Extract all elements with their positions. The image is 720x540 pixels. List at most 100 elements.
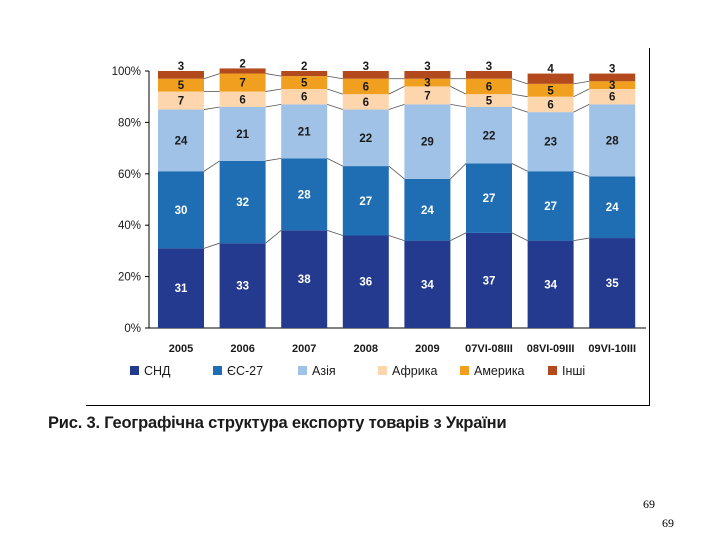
data-label: 23: [544, 137, 557, 149]
series-connector-line: [511, 78, 528, 85]
bar-segment-0-4: [404, 240, 451, 328]
bar-segment-5-3: [342, 71, 389, 79]
data-label: 33: [236, 281, 249, 293]
series-connector-line: [388, 165, 405, 180]
bar-segment-3-3: [342, 94, 389, 110]
x-tick-label: 2006: [230, 343, 254, 355]
bar-segment-4-5: [466, 78, 512, 95]
data-label: 29: [421, 137, 434, 149]
series-connector-line: [388, 86, 405, 95]
y-tick-label: 80%: [118, 117, 141, 129]
data-label: 5: [486, 96, 493, 108]
bar-segment-5-7: [589, 73, 636, 82]
bar-segment-4-7: [589, 81, 636, 89]
data-label: 3: [424, 78, 430, 90]
y-tick-label: 0%: [124, 323, 141, 335]
bar-segment-5-6: [527, 73, 574, 84]
data-label: 21: [298, 126, 311, 138]
bar-segment-2-0: [158, 109, 204, 172]
bar-segment-1-4: [404, 178, 451, 241]
series-connector-line: [327, 104, 343, 110]
data-label: 4: [547, 64, 554, 76]
data-label: 5: [547, 85, 554, 97]
chart-frame: 0% 20% 40% 60% 80% 100% 31 30 24 7 5 3 33 32 21 6 7 2 38 28…: [86, 48, 650, 406]
data-label: 24: [175, 135, 188, 147]
page-number-footer: 69: [662, 516, 674, 530]
series-connector-line: [573, 88, 590, 98]
bar-segment-5-5: [466, 71, 512, 79]
bar-segment-2-4: [404, 104, 451, 179]
data-label: 36: [359, 277, 372, 289]
data-label: 32: [236, 197, 249, 209]
bar-segment-4-1: [219, 73, 266, 92]
legend-label: Америка: [474, 364, 525, 378]
legend-label: Інші: [562, 364, 585, 378]
data-label: 7: [424, 90, 430, 102]
series-connector-line: [573, 170, 590, 177]
bar-segment-0-3: [342, 235, 389, 328]
series-connector-line: [573, 80, 590, 85]
data-label: 28: [606, 135, 619, 147]
y-tick-label: 100%: [112, 66, 141, 78]
y-tick-label: 60%: [118, 169, 141, 181]
stacked-bar-chart: 0%20%40%60%80%100%3130247533332216723828…: [112, 58, 646, 378]
series-connector-line: [511, 106, 528, 113]
legend-swatch: [298, 366, 307, 375]
legend-swatch: [130, 366, 139, 375]
series-connector-line: [388, 104, 405, 110]
bar-segment-4-0: [158, 78, 204, 92]
bar-segment-5-0: [158, 71, 204, 79]
bar-segment-1-2: [281, 158, 328, 231]
data-label: 34: [421, 279, 434, 291]
bar-segment-1-3: [342, 166, 389, 236]
data-label: 30: [175, 205, 188, 217]
data-label: 6: [486, 81, 492, 93]
bar-segment-0-0: [158, 248, 204, 328]
data-label: 22: [483, 130, 496, 142]
bar-segment-4-6: [527, 83, 574, 97]
series-connector-line: [265, 230, 282, 244]
bar-segment-1-0: [158, 171, 204, 249]
bar-segment-0-2: [281, 230, 328, 328]
data-label: 6: [547, 99, 553, 111]
series-connector-line: [265, 157, 282, 162]
legend-swatch: [460, 366, 469, 375]
x-tick-label: 2005: [169, 343, 193, 355]
series-connector-line: [203, 106, 220, 110]
bar-segment-5-4: [404, 71, 451, 79]
series-connector-line: [511, 93, 528, 98]
bar-segment-3-1: [219, 91, 266, 107]
bar-segment-2-3: [342, 109, 389, 167]
x-tick-label: 09VI-10III: [588, 343, 636, 355]
legend-swatch: [378, 366, 387, 375]
bar-segment-3-0: [158, 91, 204, 110]
series-connector-line: [203, 242, 220, 249]
data-label: 2: [239, 58, 245, 70]
bar-segment-2-1: [219, 106, 266, 161]
data-label: 6: [609, 92, 615, 104]
series-connector-line: [511, 232, 528, 241]
data-label: 21: [236, 129, 249, 141]
page-number: 69: [643, 497, 655, 511]
data-label: 6: [239, 94, 245, 106]
legend-label: ЄС-27: [227, 364, 263, 378]
legend-swatch: [213, 366, 222, 375]
x-tick-label: 2008: [354, 343, 378, 355]
bar-segment-5-1: [219, 68, 266, 74]
bar-segment-0-6: [527, 240, 574, 328]
legend-label: Африка: [392, 364, 437, 378]
series-connector-line: [450, 86, 467, 95]
data-label: 7: [239, 78, 245, 90]
bar-segment-2-2: [281, 104, 328, 159]
bar-segment-1-5: [466, 163, 512, 233]
data-label: 27: [483, 193, 496, 205]
series-connector-line: [203, 160, 220, 172]
data-label: 24: [421, 205, 434, 217]
data-label: 34: [544, 279, 557, 291]
data-label: 3: [363, 61, 369, 73]
data-label: 22: [359, 133, 372, 145]
bar-segment-4-3: [342, 78, 389, 95]
x-tick-label: 2007: [292, 343, 316, 355]
bar-segment-4-4: [404, 78, 451, 87]
data-label: 24: [606, 202, 619, 214]
